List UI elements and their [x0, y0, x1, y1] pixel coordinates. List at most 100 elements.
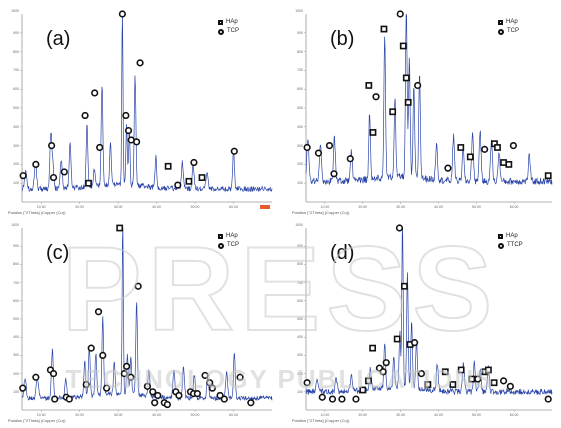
- tcp-peak-marker: [32, 160, 40, 168]
- hap-peak-marker: [490, 379, 498, 387]
- hap-peak-marker: [164, 162, 172, 170]
- x-tick-label: 40.00: [152, 205, 161, 209]
- panel-b: 100 200 300 400 500 600 700 800 900 1000 10.00 20.0…: [290, 8, 558, 216]
- circle-marker-icon: [498, 28, 504, 35]
- tcp-peak-marker: [208, 384, 216, 392]
- diffraction-trace: [305, 13, 553, 186]
- tcp-peak-marker: [236, 373, 244, 381]
- tcp-peak-marker: [509, 142, 517, 150]
- y-tick-label: 700: [297, 68, 303, 73]
- y-tick-label: 100: [297, 181, 303, 186]
- tcp-peak-marker: [411, 339, 419, 347]
- y-tick-label: 600: [297, 87, 303, 92]
- x-tick-label: 40.00: [152, 413, 161, 417]
- x-tick-label: 50.00: [471, 413, 481, 417]
- hap-peak-marker: [185, 177, 193, 185]
- y-tick-label: 600: [13, 298, 19, 303]
- panel-c: 100 200 300 400 500 600 700 800 900 1000 10.00 20.0…: [6, 222, 278, 424]
- x-tick-label: 50.00: [190, 205, 200, 209]
- x-tick-label: 10.00: [320, 205, 330, 209]
- y-tick-label: 800: [297, 49, 303, 54]
- x-tick-label: 40.00: [434, 413, 443, 417]
- tcp-peak-marker: [352, 395, 360, 403]
- tcp-peak-marker: [395, 224, 404, 232]
- legend-label: HAp: [506, 233, 518, 239]
- tcp-peak-marker: [151, 399, 159, 407]
- y-tick-label: 700: [13, 280, 19, 285]
- tcp-peak-marker: [314, 149, 323, 157]
- y-tick-label: 500: [13, 317, 19, 321]
- y-top-label: 1000: [11, 9, 19, 13]
- x-tick-label: 40.00: [434, 205, 443, 209]
- tcp-peak-marker: [230, 147, 238, 155]
- x-tick-label: 60.00: [229, 413, 238, 417]
- tcp-peak-marker: [444, 164, 452, 172]
- tcp-peak-marker: [346, 155, 354, 163]
- panel-label: (c): [46, 242, 70, 264]
- y-tick-label: 200: [13, 371, 19, 376]
- y-tick-label: 400: [297, 335, 303, 340]
- y-tick-label: 200: [13, 162, 19, 167]
- y-tick-label: 500: [297, 106, 303, 110]
- circle-marker-icon: [218, 242, 224, 249]
- tcp-peak-marker: [417, 370, 426, 378]
- y-top-label: 1000: [11, 223, 19, 227]
- y-tick-label: 200: [297, 371, 303, 376]
- x-tick-label: 30.00: [113, 413, 123, 417]
- tcp-peak-marker: [133, 138, 141, 146]
- hap-peak-marker: [500, 159, 507, 166]
- tcp-peak-marker: [99, 351, 107, 359]
- x-tick-label: 60.00: [509, 413, 519, 417]
- legend: HAp TCP: [218, 232, 239, 250]
- y-tick-label: 800: [13, 262, 19, 267]
- scan-end-marker: [260, 205, 270, 209]
- tcp-peak-marker: [91, 89, 99, 97]
- tcp-peak-marker: [206, 379, 214, 387]
- x-tick-label: 60.00: [229, 205, 238, 209]
- tcp-peak-marker: [123, 362, 131, 370]
- x-axis-title: Position [°2Theta] (Copper (Cu)): [8, 418, 66, 423]
- tcp-peak-marker: [382, 359, 390, 367]
- hap-peak-marker: [424, 381, 432, 388]
- tcp-peak-marker: [481, 145, 489, 153]
- tcp-peak-marker: [143, 382, 151, 390]
- y-tick-label: 400: [13, 335, 19, 340]
- hap-peak-marker: [441, 368, 449, 376]
- tcp-peak-marker: [124, 126, 133, 135]
- y-tick-label: 700: [13, 68, 19, 73]
- tcp-peak-marker: [506, 382, 514, 390]
- tcp-peak-marker: [87, 344, 95, 352]
- legend-item: TCP: [218, 241, 239, 250]
- hap-peak-marker: [389, 108, 397, 116]
- tcp-peak-marker: [127, 373, 135, 381]
- tcp-peak-marker: [328, 395, 337, 403]
- hap-peak-marker: [505, 161, 513, 168]
- square-marker-icon: [218, 234, 223, 239]
- tcp-peak-marker: [499, 377, 508, 385]
- legend-label: TTCP: [507, 242, 523, 248]
- tcp-peak-marker: [96, 143, 104, 152]
- tcp-peak-marker: [82, 380, 90, 389]
- x-tick-label: 10.00: [320, 413, 330, 417]
- tcp-peak-marker: [32, 373, 40, 381]
- plot-area: [303, 10, 553, 204]
- tcp-peak-marker: [318, 393, 326, 401]
- legend: HAp TTCP: [498, 232, 523, 250]
- legend-label: HAp: [226, 19, 238, 25]
- y-tick-label: 700: [297, 280, 303, 285]
- legend-label: HAp: [506, 19, 518, 25]
- hap-peak-marker: [457, 144, 465, 151]
- tcp-peak-marker: [379, 368, 387, 376]
- hap-peak-marker: [466, 153, 474, 161]
- x-axis-title: Position [°2Theta] (Copper (Cu)): [292, 210, 350, 215]
- legend-item: TTCP: [498, 241, 523, 250]
- tcp-peak-marker: [60, 168, 68, 176]
- y-tick-label: 800: [297, 262, 303, 267]
- x-tick-label: 50.00: [190, 413, 200, 417]
- tcp-peak-marker: [303, 379, 311, 387]
- tcp-peak-marker: [544, 395, 552, 403]
- hap-peak-marker: [369, 344, 377, 352]
- legend-item: HAp: [218, 232, 239, 241]
- hap-peak-marker: [404, 98, 412, 106]
